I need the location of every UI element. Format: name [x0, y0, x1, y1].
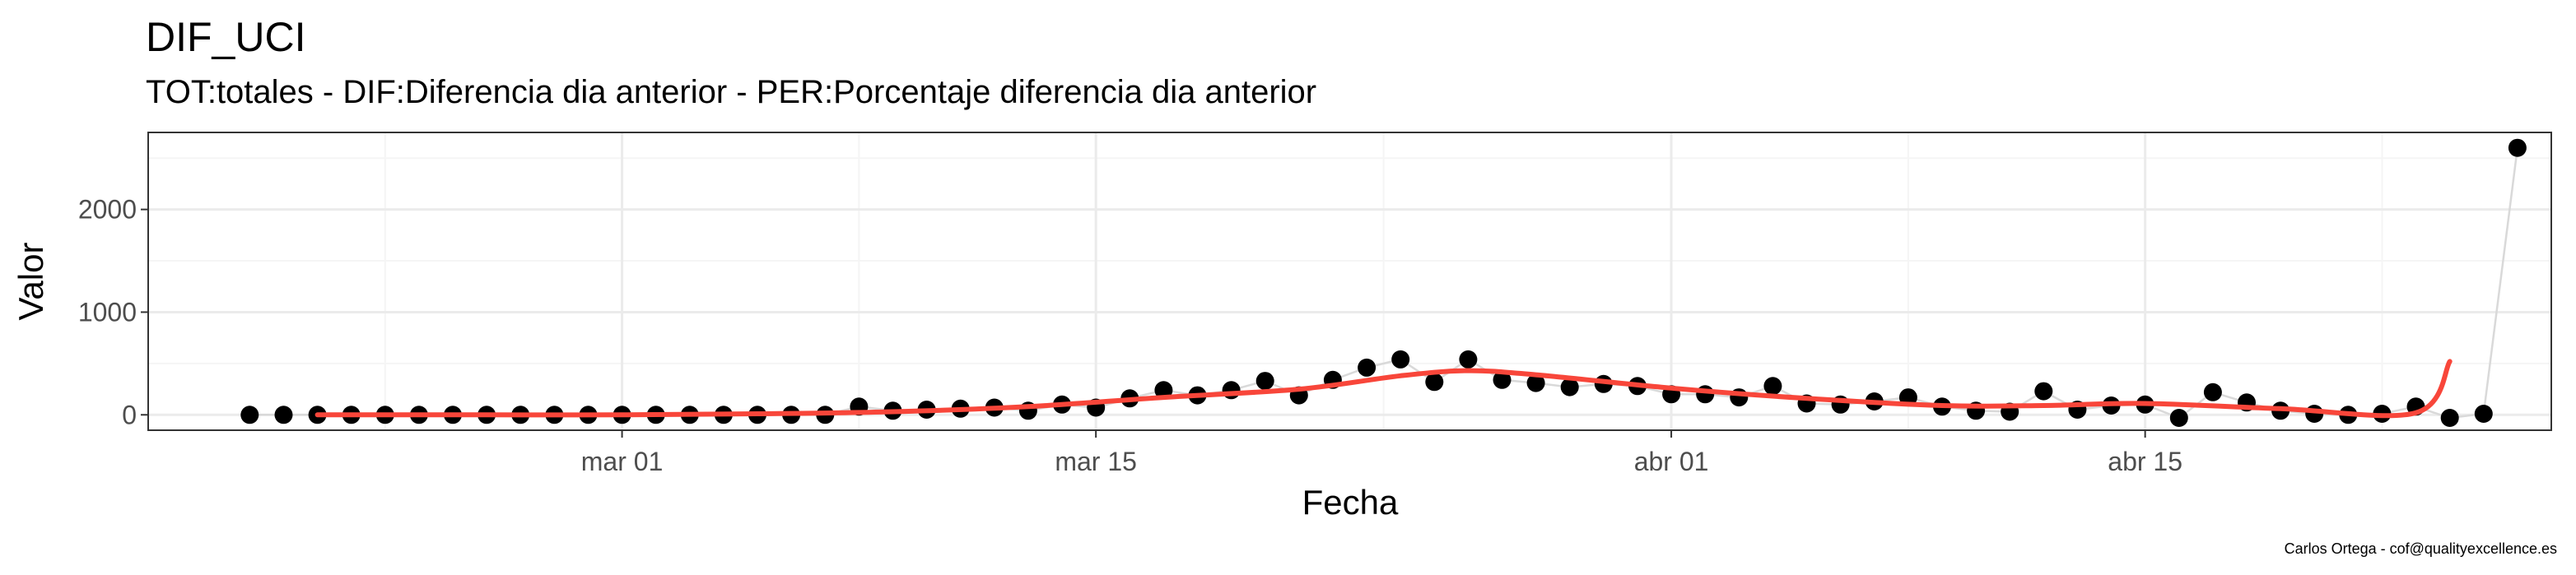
data-point: [1255, 372, 1274, 391]
x-tick-label: abr 01: [1634, 447, 1709, 476]
grid: [148, 132, 2551, 430]
smooth-curve: [314, 359, 2453, 419]
panel-border: [147, 132, 2552, 431]
data-point: [2440, 409, 2459, 427]
data-point: [2169, 409, 2188, 427]
data-point: [2034, 382, 2053, 401]
y-axis: 0 1000 2000: [78, 195, 148, 429]
data-point: [1425, 373, 1444, 392]
x-axis: mar 01 mar 15 abr 01 abr 15: [581, 430, 2182, 476]
data-point: [1526, 373, 1545, 392]
data-point: [1763, 377, 1782, 396]
x-tick-label: mar 01: [581, 447, 664, 476]
chart-title: DIF_UCI: [146, 14, 305, 60]
data-point: [1459, 350, 1478, 369]
data-point: [240, 406, 259, 424]
y-tick-label: 2000: [78, 195, 137, 225]
chart-subtitle: TOT:totales - DIF:Diferencia dia anterio…: [146, 74, 1316, 110]
smooth-line: [314, 359, 2453, 419]
y-axis-title: Valor: [12, 243, 50, 321]
x-tick-label: mar 15: [1055, 447, 1137, 476]
data-point: [274, 406, 293, 424]
x-axis-title: Fecha: [1302, 483, 1399, 522]
data-point: [1358, 358, 1377, 377]
data-point: [1493, 370, 1512, 389]
x-tick-label: abr 15: [2108, 447, 2182, 476]
data-point: [2508, 138, 2527, 157]
y-tick-label: 0: [122, 400, 137, 429]
data-point: [2203, 383, 2222, 401]
data-point: [1391, 350, 1410, 369]
data-point: [2474, 405, 2493, 423]
y-tick-label: 1000: [78, 297, 137, 327]
data-point: [1222, 381, 1241, 400]
caption: Carlos Ortega - cof@qualityexcellence.es: [2285, 540, 2557, 557]
data-point: [1560, 378, 1579, 396]
data-point: [1696, 385, 1715, 404]
